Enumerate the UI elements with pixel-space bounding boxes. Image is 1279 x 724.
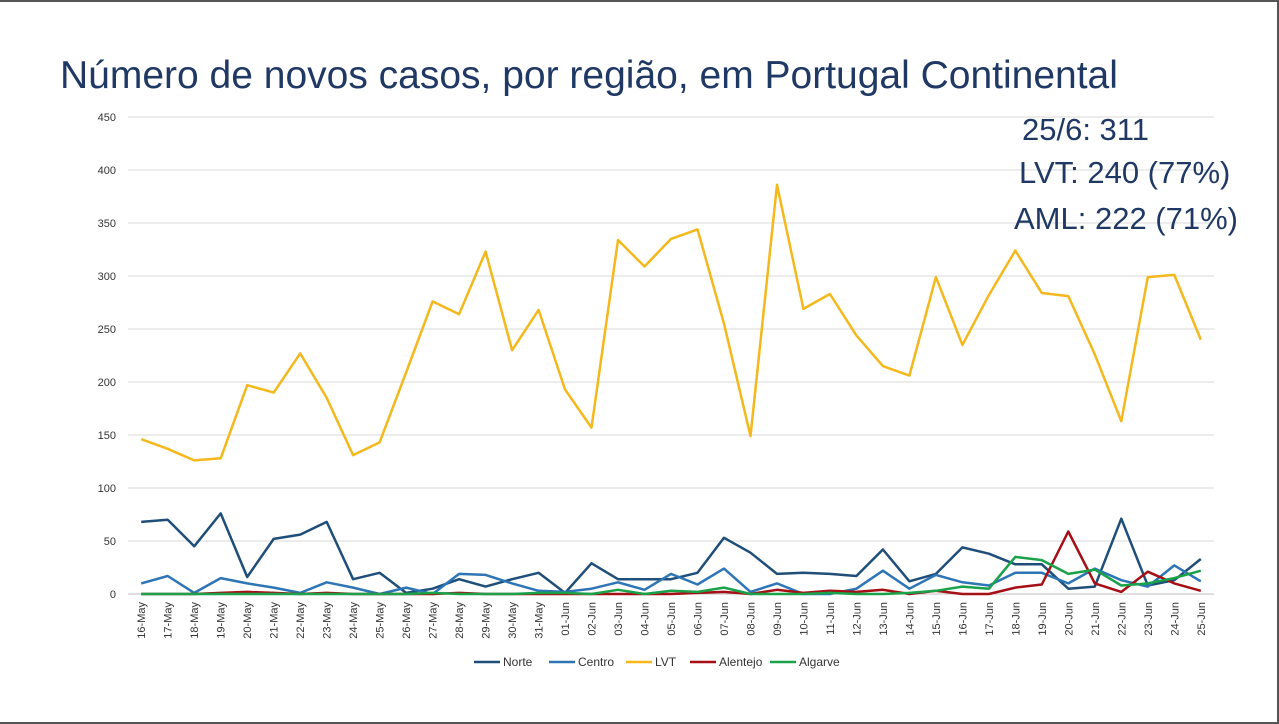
series-line-algarve — [141, 555, 1202, 596]
x-tick-label: 11-Jun — [825, 602, 837, 635]
x-tick-label: 05-Jun — [666, 602, 678, 636]
x-tick-label: 21-May — [269, 602, 281, 639]
y-tick-label: 0 — [110, 589, 116, 601]
x-tick-label: 23-Jun — [1143, 602, 1155, 636]
x-tick-label: 18-May — [189, 602, 201, 639]
x-tick-label: 16-Jun — [957, 602, 969, 636]
x-tick-label: 20-Jun — [1063, 602, 1075, 636]
x-tick-label: 03-Jun — [613, 602, 625, 636]
legend-label-lvt: LVT — [655, 655, 677, 669]
x-tick-label: 17-May — [163, 602, 175, 639]
y-tick-label: 350 — [98, 218, 116, 230]
x-tick-label: 16-May — [136, 602, 148, 639]
x-tick-label: 21-Jun — [1090, 602, 1102, 636]
x-tick-label: 24-Jun — [1169, 602, 1181, 636]
chart-legend: Norte Centro LVT Alentejo Algarve — [474, 655, 840, 669]
x-tick-label: 24-May — [348, 602, 360, 639]
y-tick-label: 100 — [98, 483, 116, 495]
x-tick-label: 25-Jun — [1196, 602, 1208, 636]
callout-lvt: LVT: 240 (77%) — [1019, 155, 1231, 190]
x-tick-label: 19-Jun — [1037, 602, 1049, 636]
x-tick-label: 23-May — [322, 602, 334, 639]
x-tick-label: 12-Jun — [851, 602, 863, 636]
x-tick-label: 26-May — [401, 602, 413, 639]
legend-label-algarve: Algarve — [799, 655, 840, 669]
y-tick-label: 150 — [98, 430, 116, 442]
x-tick-label: 15-Jun — [931, 602, 943, 636]
x-tick-label: 04-Jun — [640, 602, 652, 636]
x-tick-label: 22-May — [295, 602, 307, 639]
series-line-norte — [141, 512, 1202, 595]
x-tick-label: 07-Jun — [719, 602, 731, 636]
x-tick-label: 31-May — [534, 602, 546, 639]
legend-label-alentejo: Alentejo — [719, 655, 763, 669]
x-axis-ticks: 16-May 17-May 18-May 19-May 20-May 21-May 22-M… — [128, 593, 1214, 639]
y-tick-label: 300 — [98, 271, 116, 283]
callout-aml: AML: 222 (71%) — [1014, 201, 1238, 236]
y-tick-label: 250 — [98, 324, 116, 336]
series-line-lvt — [140, 183, 1202, 462]
x-tick-label: 19-May — [216, 602, 228, 639]
x-tick-label: 08-Jun — [745, 602, 757, 636]
y-axis-ticks: 0 50 100 150 200 250 300 350 400 450 — [98, 112, 116, 601]
x-tick-label: 25-May — [375, 602, 387, 639]
slide-title: Número de novos casos, por região, em Po… — [60, 54, 1118, 97]
x-tick-label: 06-Jun — [692, 602, 704, 636]
x-tick-label: 29-May — [481, 602, 493, 639]
x-tick-label: 28-May — [454, 602, 466, 639]
legend-label-centro: Centro — [578, 655, 614, 669]
x-tick-label: 20-May — [242, 602, 254, 639]
x-tick-label: 14-Jun — [904, 602, 916, 636]
x-tick-label: 13-Jun — [878, 602, 890, 636]
chart-gridlines — [128, 116, 1214, 595]
y-tick-label: 450 — [98, 112, 116, 124]
x-tick-label: 09-Jun — [772, 602, 784, 636]
legend-label-norte: Norte — [503, 655, 533, 669]
x-tick-label: 02-Jun — [587, 602, 599, 636]
x-tick-label: 18-Jun — [1010, 602, 1022, 636]
chart-series — [140, 183, 1202, 596]
y-tick-label: 50 — [104, 536, 116, 548]
x-tick-label: 01-Jun — [560, 602, 572, 636]
x-tick-label: 17-Jun — [984, 602, 996, 636]
x-tick-label: 10-Jun — [798, 602, 810, 636]
y-tick-label: 200 — [98, 377, 116, 389]
y-tick-label: 400 — [98, 165, 116, 177]
x-tick-label: 27-May — [428, 602, 440, 639]
x-tick-label: 22-Jun — [1116, 602, 1128, 636]
x-tick-label: 30-May — [507, 602, 519, 639]
callout-total: 25/6: 311 — [1022, 112, 1149, 147]
series-line-centro — [140, 564, 1202, 596]
